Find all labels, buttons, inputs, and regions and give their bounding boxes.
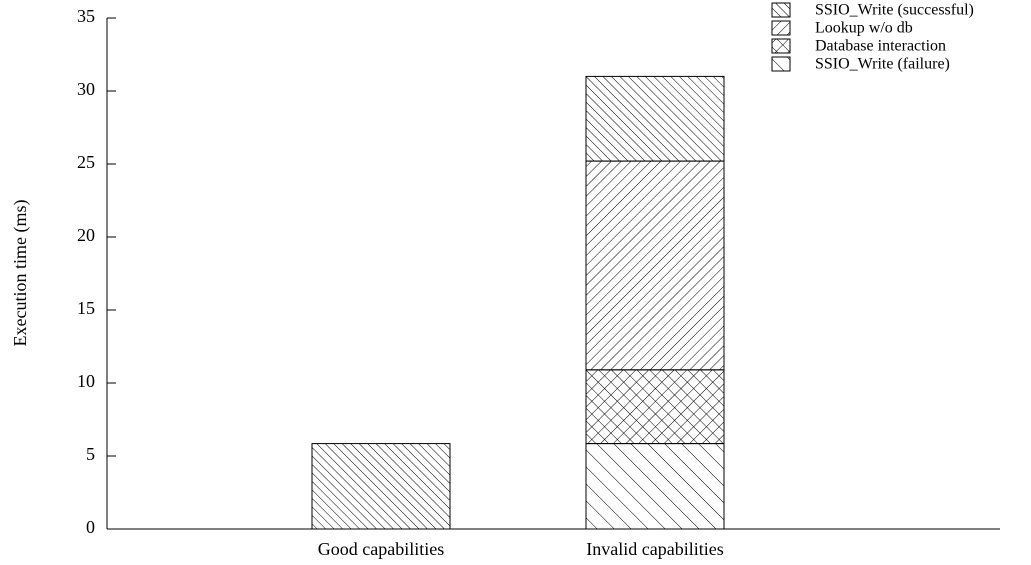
legend-label: Lookup w/o db <box>815 20 913 37</box>
legend-swatch <box>771 38 791 54</box>
y-tick-label: 15 <box>77 298 95 318</box>
bar-segment <box>585 443 725 530</box>
legend-label: Database interaction <box>815 38 946 55</box>
y-tick-label: 25 <box>77 152 95 172</box>
y-tick-label: 30 <box>77 79 95 99</box>
y-tick-label: 0 <box>86 517 95 537</box>
x-tick-label: Good capabilities <box>318 539 444 559</box>
x-tick-label: Invalid capabilities <box>586 539 723 559</box>
bar-segment <box>585 369 725 445</box>
bar-segment <box>311 443 451 530</box>
y-axis-label: Execution time (ms) <box>10 200 31 347</box>
legend-label: SSIO_Write (failure) <box>815 56 950 73</box>
legend-label: SSIO_Write (successful) <box>815 2 974 19</box>
bar-segment <box>585 160 725 371</box>
legend-swatch <box>771 20 791 36</box>
legend-swatch <box>771 2 791 18</box>
y-tick-label: 20 <box>77 225 95 245</box>
y-tick-label: 35 <box>77 6 95 26</box>
bar-segment <box>585 75 725 162</box>
legend-swatch <box>771 56 791 72</box>
y-tick-label: 10 <box>77 371 95 391</box>
y-tick-label: 5 <box>86 444 95 464</box>
